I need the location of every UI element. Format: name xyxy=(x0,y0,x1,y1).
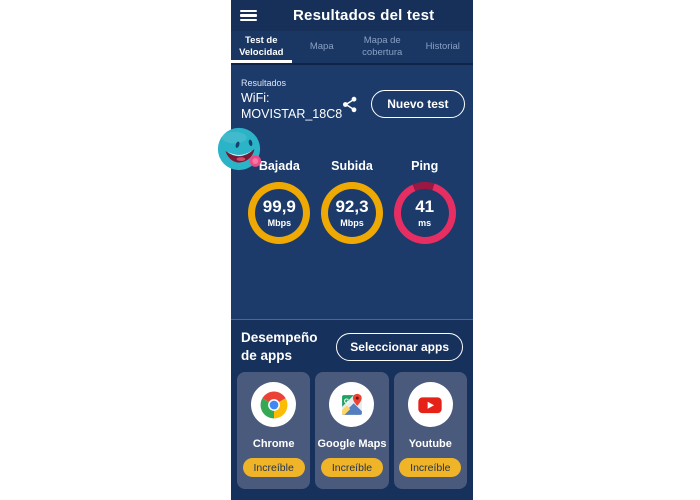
gauge-ping-unit: ms xyxy=(418,218,432,229)
select-apps-button[interactable]: Seleccionar apps xyxy=(336,332,463,361)
app-name: Chrome xyxy=(252,438,295,451)
app-name: Youtube xyxy=(408,438,452,451)
app-card-youtube[interactable]: Youtube Increíble xyxy=(393,372,467,490)
network-ssid: MOVISTAR_18C8 xyxy=(241,106,343,121)
gauge-upload-unit: Mbps xyxy=(340,218,364,229)
gauge-download-unit: Mbps xyxy=(267,218,292,229)
gauge-ping-label: Ping xyxy=(411,159,439,174)
results-header: Resultados WiFi: MOVISTAR_18C8 Nuevo tes… xyxy=(231,65,473,122)
network-type: WiFi: xyxy=(241,91,270,105)
page-title: Resultados del test xyxy=(293,7,435,24)
gauge-download-ring: 99,9 Mbps xyxy=(248,182,311,245)
share-icon[interactable] xyxy=(342,96,358,113)
app-rating-badge: Increíble xyxy=(399,458,462,478)
tab-historial[interactable]: Historial xyxy=(425,41,460,53)
google-maps-icon: G xyxy=(329,382,375,428)
gauge-ping: Ping 41 ms xyxy=(388,159,461,245)
gauge-upload-value: 92,3 xyxy=(335,197,369,217)
apps-performance-section: Desempeño de apps Seleccionar apps xyxy=(231,319,473,500)
gauge-download-value: 99,9 xyxy=(262,197,296,217)
app-card-chrome[interactable]: Chrome Increíble xyxy=(237,372,311,490)
gauge-download-label: Bajada xyxy=(258,159,300,174)
app-rating-badge: Increíble xyxy=(242,458,305,478)
tab-test-de-velocidad[interactable]: Test de Velocidad xyxy=(231,31,292,63)
gauge-upload-label: Subida xyxy=(331,159,373,174)
app-card-google-maps[interactable]: G Google Maps Increíble xyxy=(315,372,389,490)
svg-text:G: G xyxy=(344,398,350,405)
mascot-character[interactable] xyxy=(215,126,263,174)
speedtest-app: Resultados del test Test de Velocidad Ma… xyxy=(217,0,473,500)
speed-gauges: Bajada 99,9 Mbps Subida 92,3 Mbps xyxy=(231,159,473,245)
results-label: Resultados xyxy=(241,78,287,88)
tab-bar: Test de Velocidad Mapa Mapa de cobertura… xyxy=(231,31,473,65)
app-name: Google Maps xyxy=(317,438,387,451)
gauge-ping-ring: 41 ms xyxy=(393,182,456,245)
app-cards: Chrome Increíble G xyxy=(231,364,473,490)
chrome-icon xyxy=(251,382,297,428)
app-bar: Resultados del test xyxy=(231,0,473,31)
tab-mapa[interactable]: Mapa xyxy=(309,41,334,53)
menu-icon[interactable] xyxy=(240,9,257,22)
app-rating-badge: Increíble xyxy=(320,458,384,478)
apps-section-title: Desempeño de apps xyxy=(241,330,318,363)
gauge-upload-ring: 92,3 Mbps xyxy=(321,182,383,245)
gauge-download: Bajada 99,9 Mbps xyxy=(243,159,316,245)
gauge-ping-value: 41 xyxy=(415,197,435,217)
gauge-upload: Subida 92,3 Mbps xyxy=(316,159,389,245)
tab-mapa-de-cobertura[interactable]: Mapa de cobertura xyxy=(362,35,403,58)
new-test-button[interactable]: Nuevo test xyxy=(371,90,465,119)
youtube-icon xyxy=(407,382,453,428)
